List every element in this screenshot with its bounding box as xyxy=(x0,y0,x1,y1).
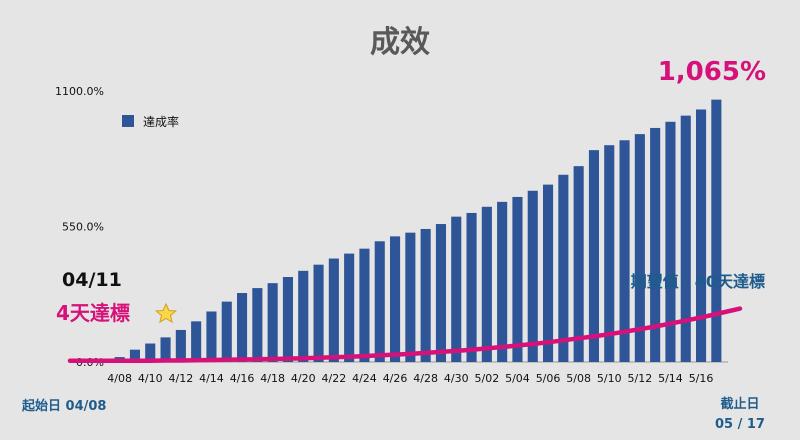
bar xyxy=(711,99,722,362)
bar xyxy=(665,121,676,362)
bar xyxy=(435,224,446,362)
bar xyxy=(588,150,599,362)
start-label: 起始日 04/08 xyxy=(21,398,106,414)
bar xyxy=(466,212,477,362)
x-tick-label: 5/06 xyxy=(536,372,561,385)
bar xyxy=(543,184,554,362)
bar xyxy=(573,166,584,362)
x-tick-label: 5/08 xyxy=(566,372,591,385)
bar xyxy=(328,258,339,362)
x-tick-label: 5/12 xyxy=(627,372,652,385)
bar xyxy=(129,349,140,362)
x-tick-label: 5/14 xyxy=(658,372,683,385)
x-tick-label: 4/30 xyxy=(444,372,469,385)
bar xyxy=(206,311,217,362)
chart-title: 成效 xyxy=(370,25,430,60)
x-tick-label: 4/08 xyxy=(107,372,132,385)
bar xyxy=(527,190,538,362)
x-tick-label: 5/10 xyxy=(597,372,622,385)
bar xyxy=(359,248,370,362)
x-tick-label: 4/16 xyxy=(230,372,255,385)
bar xyxy=(481,206,492,362)
bar xyxy=(160,337,171,362)
bar xyxy=(374,241,385,362)
x-axis: 4/08 4/10 4/12 4/14 4/16 4/18 4/20 4/22 4/24 4/26… xyxy=(107,372,713,385)
legend-swatch xyxy=(122,115,134,127)
x-tick-label: 4/18 xyxy=(260,372,285,385)
bar xyxy=(252,288,263,362)
x-tick-label: 4/22 xyxy=(321,372,346,385)
x-tick-label: 5/02 xyxy=(474,372,499,385)
bar xyxy=(282,277,293,362)
bar xyxy=(512,196,523,362)
target-curve xyxy=(67,306,743,364)
bar xyxy=(420,228,431,362)
bar xyxy=(175,329,186,362)
x-tick-label: 5/16 xyxy=(689,372,714,385)
bar xyxy=(680,115,691,363)
bar-series xyxy=(114,99,722,363)
bar xyxy=(344,253,355,362)
x-tick-label: 4/10 xyxy=(138,372,163,385)
y-tick-label: 1100.0% xyxy=(55,85,104,98)
bar xyxy=(558,174,569,362)
bar xyxy=(451,216,462,362)
x-tick-label: 4/20 xyxy=(291,372,316,385)
bar xyxy=(405,232,416,362)
bar xyxy=(604,145,615,362)
bar xyxy=(619,140,630,362)
bar xyxy=(497,201,508,362)
star-icon xyxy=(154,302,178,324)
bar xyxy=(237,293,248,362)
legend: 達成率 xyxy=(122,114,179,129)
y-axis: 0.0%550.0%1100.0% xyxy=(55,85,104,369)
bar xyxy=(634,134,645,362)
x-tick-label: 4/12 xyxy=(168,372,193,385)
legend-label: 達成率 xyxy=(143,114,179,129)
bar xyxy=(191,321,202,362)
end-label-line1: 截止日 xyxy=(720,396,759,412)
bar xyxy=(221,301,232,362)
x-tick-label: 5/04 xyxy=(505,372,530,385)
bar xyxy=(267,283,278,362)
final-value-annotation: 1,065% xyxy=(658,57,766,87)
y-tick-label: 550.0% xyxy=(62,221,104,234)
end-label-line2: 05 / 17 xyxy=(715,417,765,432)
x-tick-label: 4/26 xyxy=(383,372,408,385)
bar xyxy=(145,343,156,362)
first-hit-date: 04/11 xyxy=(62,269,122,291)
first-hit-text: 4天達標 xyxy=(56,301,130,325)
bar xyxy=(696,109,707,363)
x-tick-label: 4/14 xyxy=(199,372,224,385)
x-tick-label: 4/28 xyxy=(413,372,438,385)
bar xyxy=(390,236,401,362)
bar xyxy=(650,127,661,362)
target-label: 期望值：40天達標 xyxy=(631,272,765,291)
bar xyxy=(298,270,309,362)
bar xyxy=(313,264,324,362)
x-tick-label: 4/24 xyxy=(352,372,377,385)
